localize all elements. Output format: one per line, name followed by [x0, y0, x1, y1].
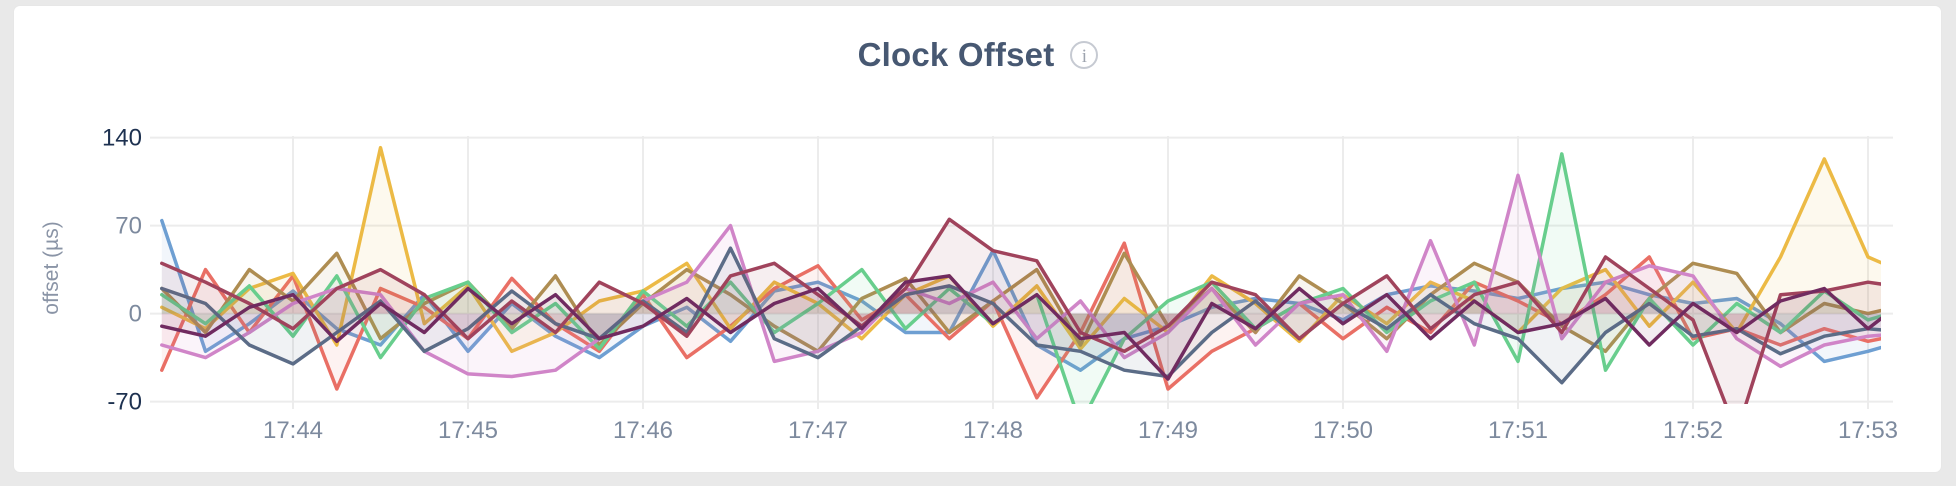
x-tick-label: 17:52: [1663, 417, 1723, 444]
x-tick-label: 17:44: [263, 417, 323, 444]
x-tick-label: 17:53: [1838, 417, 1898, 444]
series-line-series-2: [160, 241, 1881, 400]
grid: [150, 136, 1893, 409]
series-area-series-3: [161, 147, 1881, 352]
series-area-series-8: [161, 219, 1881, 404]
series-area-series-6: [161, 175, 1881, 377]
series-line-series-7: [160, 246, 1881, 385]
x-tick-label: 17:45: [438, 417, 498, 444]
y-axis-title: offset (µs): [40, 221, 63, 314]
x-tick-label: 17:48: [963, 417, 1023, 444]
x-tick-label: 17:47: [788, 417, 848, 444]
chart-title: Clock Offset: [857, 36, 1055, 73]
info-icon[interactable]: i: [1070, 41, 1099, 69]
x-tick-label: 17:50: [1313, 417, 1373, 444]
y-tick-label: 0: [129, 301, 142, 328]
y-tick-label: 140: [102, 125, 142, 152]
x-tick-label: 17:46: [613, 417, 673, 444]
series-line-series-6: [160, 173, 1881, 379]
series-area-series-7: [161, 248, 1881, 383]
series-area-series-4: [161, 253, 1881, 352]
chart-header: Clock Offset i: [0, 36, 1956, 74]
series-line-series-9: [160, 274, 1881, 381]
y-tick-label: 70: [115, 213, 142, 240]
x-tick-label: 17:49: [1138, 417, 1198, 444]
y-tick-label: -70: [107, 389, 142, 416]
x-tick-label: 17:51: [1488, 417, 1548, 444]
series-line-series-8: [160, 217, 1881, 404]
series-group: [160, 145, 1881, 404]
series-line-series-3: [160, 145, 1881, 354]
